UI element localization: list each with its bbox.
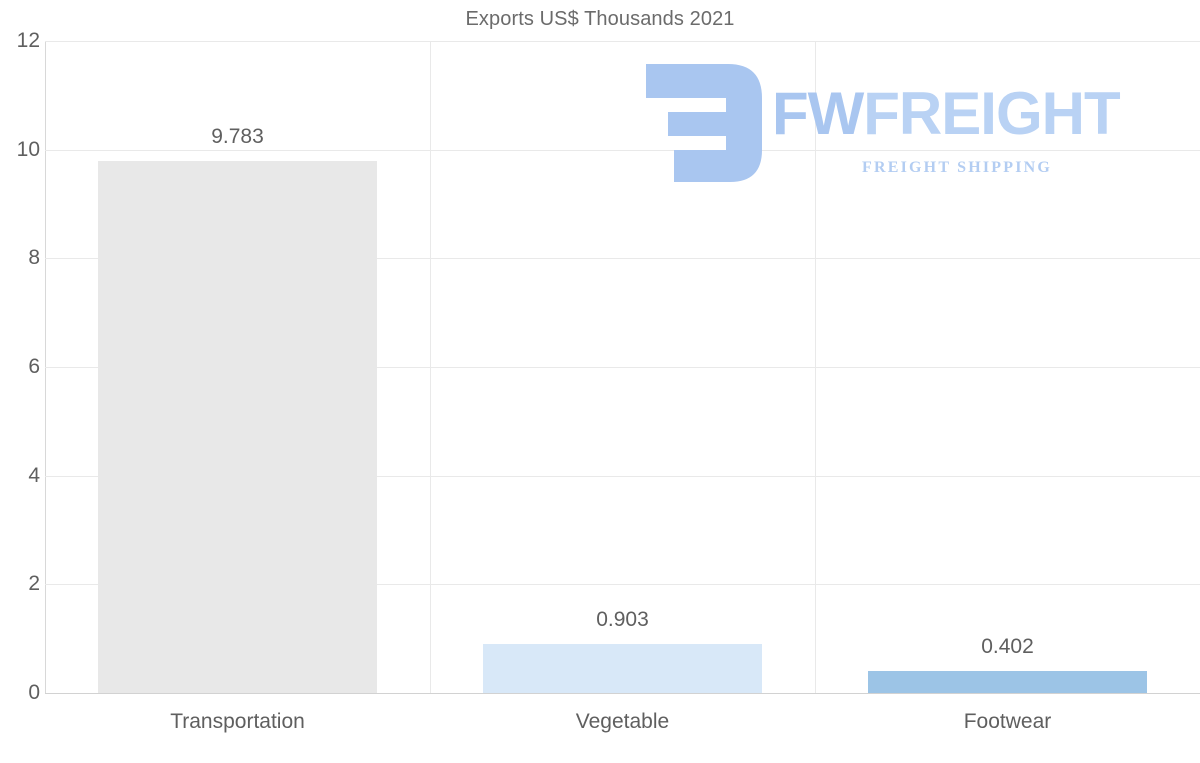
y-axis-tick-label: 0: [28, 681, 40, 704]
gridline-horizontal: [45, 584, 1200, 586]
gridline-vertical: [815, 41, 816, 693]
gridline-horizontal: [45, 475, 1200, 477]
x-axis-category-label: Vegetable: [575, 710, 670, 733]
x-axis-category-label: Footwear: [963, 710, 1052, 733]
plot-area: 9.783 0.903 0.402: [45, 41, 1200, 694]
gridline-vertical: [430, 41, 431, 693]
y-axis-tick-label: 2: [28, 572, 40, 596]
bar[interactable]: [97, 161, 378, 693]
y-axis-tick-label: 4: [28, 463, 40, 487]
y-axis-tick-label: 12: [16, 29, 40, 52]
x-axis-category-labels: Transportation Vegetable Footwear: [45, 700, 1200, 745]
chart-title: Exports US$ Thousands 2021: [465, 8, 735, 30]
gridline-horizontal: [45, 258, 1200, 260]
bar[interactable]: [482, 643, 763, 693]
y-axis-tick-label: 10: [16, 137, 40, 161]
gridline-horizontal: [45, 367, 1200, 368]
bar-value-label: 0.903: [596, 607, 649, 631]
bar-value-label: 9.783: [211, 125, 264, 149]
gridline-horizontal: [45, 41, 1200, 42]
x-axis-category-label: Transportation: [170, 710, 305, 733]
y-axis-tick-labels: 0 2 4 6 8 10 12: [0, 29, 40, 704]
gridline-horizontal: [45, 149, 1200, 151]
y-axis-tick-label: 8: [28, 246, 40, 270]
gridline-horizontal: [45, 693, 1200, 694]
y-axis-tick-label: 6: [28, 355, 40, 378]
bar[interactable]: [867, 671, 1148, 693]
bar-value-label: 0.402: [981, 635, 1034, 659]
